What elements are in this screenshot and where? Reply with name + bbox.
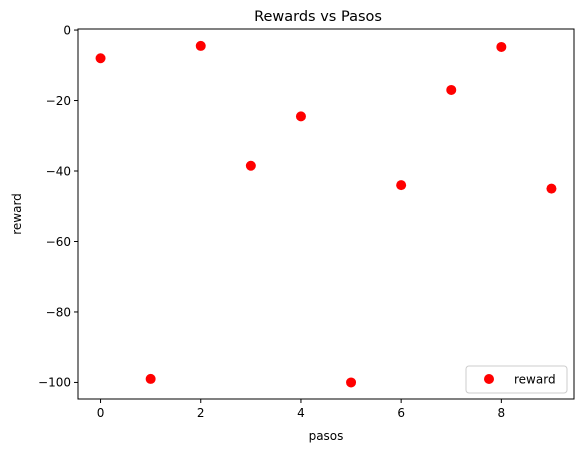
- plot-area: [77, 28, 575, 400]
- data-point: [195, 40, 206, 51]
- legend-label-reward: reward: [514, 373, 556, 387]
- data-point: [346, 377, 357, 388]
- data-point: [446, 84, 457, 95]
- data-points: [95, 40, 557, 388]
- legend-marker: [484, 374, 494, 384]
- chart-title: Rewards vs Pasos: [254, 9, 382, 25]
- x-tick-label: 0: [97, 406, 105, 420]
- x-tick-label: 8: [498, 406, 506, 420]
- y-axis: 0 −20 −40 −60 −80 −100: [38, 23, 78, 390]
- data-point: [496, 41, 507, 52]
- y-axis-label: reward: [10, 193, 24, 235]
- y-tick-label: 0: [63, 23, 71, 37]
- x-axis: 0 2 4 6 8: [97, 399, 505, 420]
- data-point: [396, 180, 407, 191]
- y-tick-label: −40: [46, 164, 71, 178]
- data-point: [95, 53, 106, 64]
- legend: reward: [465, 365, 568, 394]
- data-point: [245, 160, 256, 171]
- y-tick-label: −100: [38, 376, 71, 390]
- x-tick-label: 2: [197, 406, 205, 420]
- data-point: [546, 183, 557, 194]
- y-tick-label: −60: [46, 235, 71, 249]
- x-axis-label: pasos: [309, 429, 344, 443]
- plot-frame: [77, 28, 575, 400]
- y-tick-label: −20: [46, 94, 71, 108]
- x-tick-label: 4: [297, 406, 305, 420]
- data-point: [295, 111, 306, 122]
- y-tick-label: −80: [46, 305, 71, 319]
- x-tick-label: 6: [397, 406, 405, 420]
- legend-box: [465, 365, 568, 394]
- data-point: [145, 373, 156, 384]
